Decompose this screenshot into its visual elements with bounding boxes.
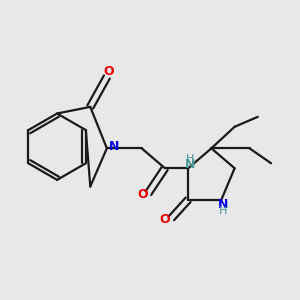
Text: O: O [103,64,114,77]
Text: N: N [218,198,228,211]
Text: H: H [219,206,227,216]
Text: O: O [160,213,170,226]
Text: N: N [184,158,195,171]
Text: N: N [109,140,119,153]
Text: O: O [137,188,148,201]
Text: H: H [186,154,194,164]
